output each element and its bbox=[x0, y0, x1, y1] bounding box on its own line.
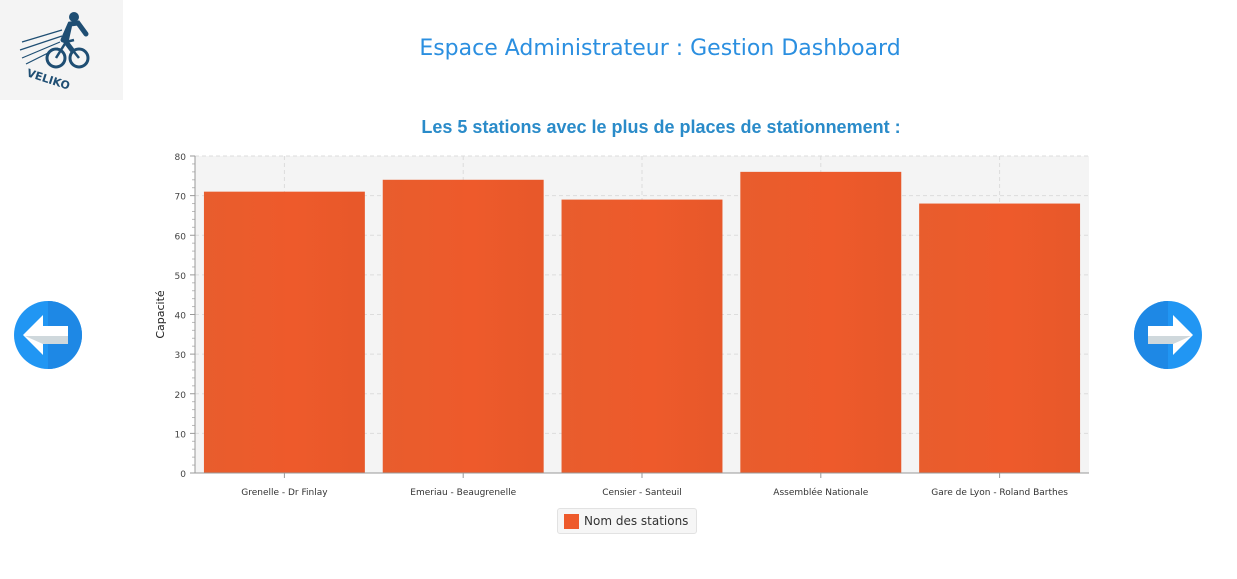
y-tick-label: 40 bbox=[175, 312, 187, 322]
y-tick-label: 70 bbox=[175, 193, 187, 203]
x-tick-label: Grenelle - Dr Finlay bbox=[241, 488, 328, 498]
bar bbox=[740, 171, 902, 473]
y-tick-label: 20 bbox=[175, 391, 187, 401]
x-tick-label: Emeriau - Beaugrenelle bbox=[410, 488, 516, 498]
y-tick-label: 10 bbox=[175, 430, 187, 440]
y-axis-label: Capacité bbox=[154, 290, 167, 339]
y-tick-label: 80 bbox=[175, 153, 187, 163]
y-tick-label: 60 bbox=[175, 232, 187, 242]
y-tick-label: 50 bbox=[175, 272, 187, 282]
arrow-right-icon bbox=[1134, 301, 1202, 369]
chart-title: Les 5 stations avec le plus de places de… bbox=[421, 117, 901, 137]
page-title: Espace Administrateur : Gestion Dashboar… bbox=[419, 36, 901, 61]
bar bbox=[382, 179, 544, 473]
next-button[interactable] bbox=[1133, 300, 1203, 370]
arrow-left-icon bbox=[14, 301, 82, 369]
previous-button[interactable] bbox=[13, 300, 83, 370]
legend-label: Nom des stations bbox=[584, 514, 689, 528]
x-tick-label: Censier - Santeuil bbox=[602, 488, 682, 498]
bar bbox=[203, 191, 365, 473]
x-tick-label: Assemblée Nationale bbox=[773, 487, 868, 498]
chart-legend: Nom des stations bbox=[557, 508, 698, 534]
bar bbox=[561, 199, 723, 473]
y-tick-label: 30 bbox=[175, 351, 187, 361]
y-tick-label: 0 bbox=[180, 470, 186, 480]
bar bbox=[919, 203, 1081, 474]
legend-swatch bbox=[564, 513, 579, 529]
x-tick-label: Gare de Lyon - Roland Barthes bbox=[931, 488, 1068, 498]
cyclist-logo-icon: VELIKO bbox=[19, 12, 90, 93]
veliko-logo: VELIKO bbox=[0, 0, 123, 100]
